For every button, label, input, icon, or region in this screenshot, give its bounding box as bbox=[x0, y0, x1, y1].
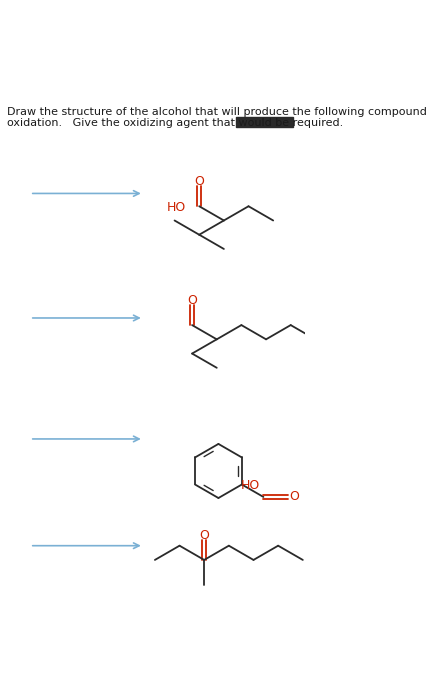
Text: HO: HO bbox=[167, 201, 187, 214]
Text: O: O bbox=[194, 175, 204, 188]
Text: HO: HO bbox=[241, 479, 260, 492]
Text: O: O bbox=[289, 491, 299, 503]
Text: O: O bbox=[187, 294, 197, 307]
Text: O: O bbox=[199, 528, 209, 542]
Text: Draw the structure of the alcohol that will produce the following compounds on
o: Draw the structure of the alcohol that w… bbox=[7, 106, 426, 128]
Bar bbox=[236, 117, 293, 127]
